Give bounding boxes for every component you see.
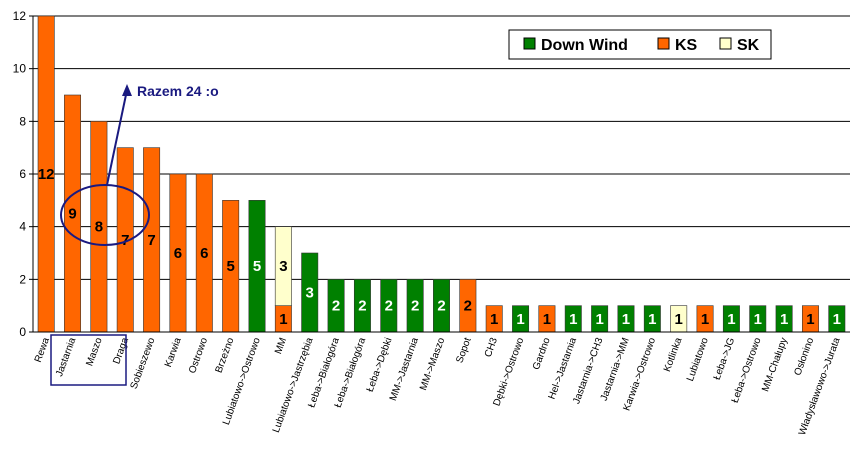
x-tick-label: Łeba->JG [712,336,738,381]
data-label: 7 [147,232,155,249]
x-tick-label: Gardno [531,336,553,372]
y-tick-label: 0 [19,325,26,339]
bar [274,226,292,306]
y-tick-label: 12 [13,9,27,23]
x-tick-label: Maszo [84,336,105,368]
data-label: 1 [543,311,551,328]
x-tick-label: Sobieszewo [129,336,158,391]
x-tick-label: Lubiatowo [685,336,711,383]
data-label: 1 [727,311,735,328]
legend: Down Wind KS SK [508,29,772,60]
data-label: 2 [411,298,419,315]
data-label: 1 [675,311,683,328]
data-label: 5 [226,258,234,275]
data-label: 1 [595,311,603,328]
arrow-head [122,84,132,96]
data-label: 12 [38,166,55,183]
data-label: 1 [806,311,814,328]
x-tick-label: MM [273,336,289,355]
data-label: 2 [332,298,340,315]
data-label: 2 [358,298,366,315]
x-tick-label: Łeba->Dębki [365,336,395,393]
data-label: 1 [780,311,788,328]
data-label: 1 [490,311,498,328]
legend-label: Down Wind [541,37,628,54]
x-tick-label: MM-Chałupy [760,336,790,393]
legend-swatch [657,37,670,50]
y-tick-label: 10 [13,62,27,76]
x-tick-label: CH3 [483,336,500,359]
data-label: 3 [279,258,287,275]
x-tick-label: Ostrowo [187,336,210,375]
data-label: 1 [516,311,524,328]
highlight-ellipse [60,184,150,246]
data-label: 6 [200,245,208,262]
legend-swatch [523,37,536,50]
data-label: 3 [306,285,314,302]
annotation-group: Razem 24 :o [50,83,219,386]
data-label: 1 [279,311,287,328]
y-tick-label: 8 [19,114,26,128]
x-tick-label: Rewa [33,336,52,364]
y-tick-label: 4 [19,220,26,234]
data-label: 8 [95,219,103,236]
x-tick-label: Osłonino [792,336,816,377]
legend-label: SK [737,37,760,54]
data-label: 1 [648,311,656,328]
x-tick-label: Draga [111,336,131,366]
gridlines [33,15,850,280]
x-tick-label: MM->Maszo [418,336,447,392]
legend-swatch [719,37,732,50]
data-label: 2 [385,298,393,315]
annotation-arrow [106,89,128,186]
y-axis: 0 2 4 6 8 10 12 [13,9,34,339]
data-label: 9 [68,206,76,223]
data-label: 7 [121,232,129,249]
data-label: 1 [701,311,709,328]
data-label: 6 [174,245,182,262]
x-tick-label: Karwia [163,336,184,369]
x-tick-label: Brzeżno [214,336,237,375]
x-tick-label: Sopot [454,336,473,365]
x-tick-label: MM->Jastarnia [388,336,421,403]
annotation-text: Razem 24 :o [137,83,219,99]
data-label: 2 [437,298,445,315]
y-tick-label: 6 [19,167,26,181]
data-label: 5 [253,258,261,275]
data-label: 1 [754,311,762,328]
data-label: 1 [569,311,577,328]
data-labels: 12 9 8 7 7 6 6 5 5 1 3 3 2 2 2 2 2 2 1 1 1 1 1 1 1 1 1 1 1 1 1 1 [38,166,841,328]
x-tick-label: Jastarnia [54,336,78,378]
y-tick-label: 2 [19,272,26,286]
data-label: 2 [464,298,472,315]
data-label: 1 [622,311,630,328]
legend-label: KS [675,37,698,54]
data-label: 1 [833,311,841,328]
highlight-box [50,334,127,386]
x-tick-label: Kotlinka [662,336,685,374]
